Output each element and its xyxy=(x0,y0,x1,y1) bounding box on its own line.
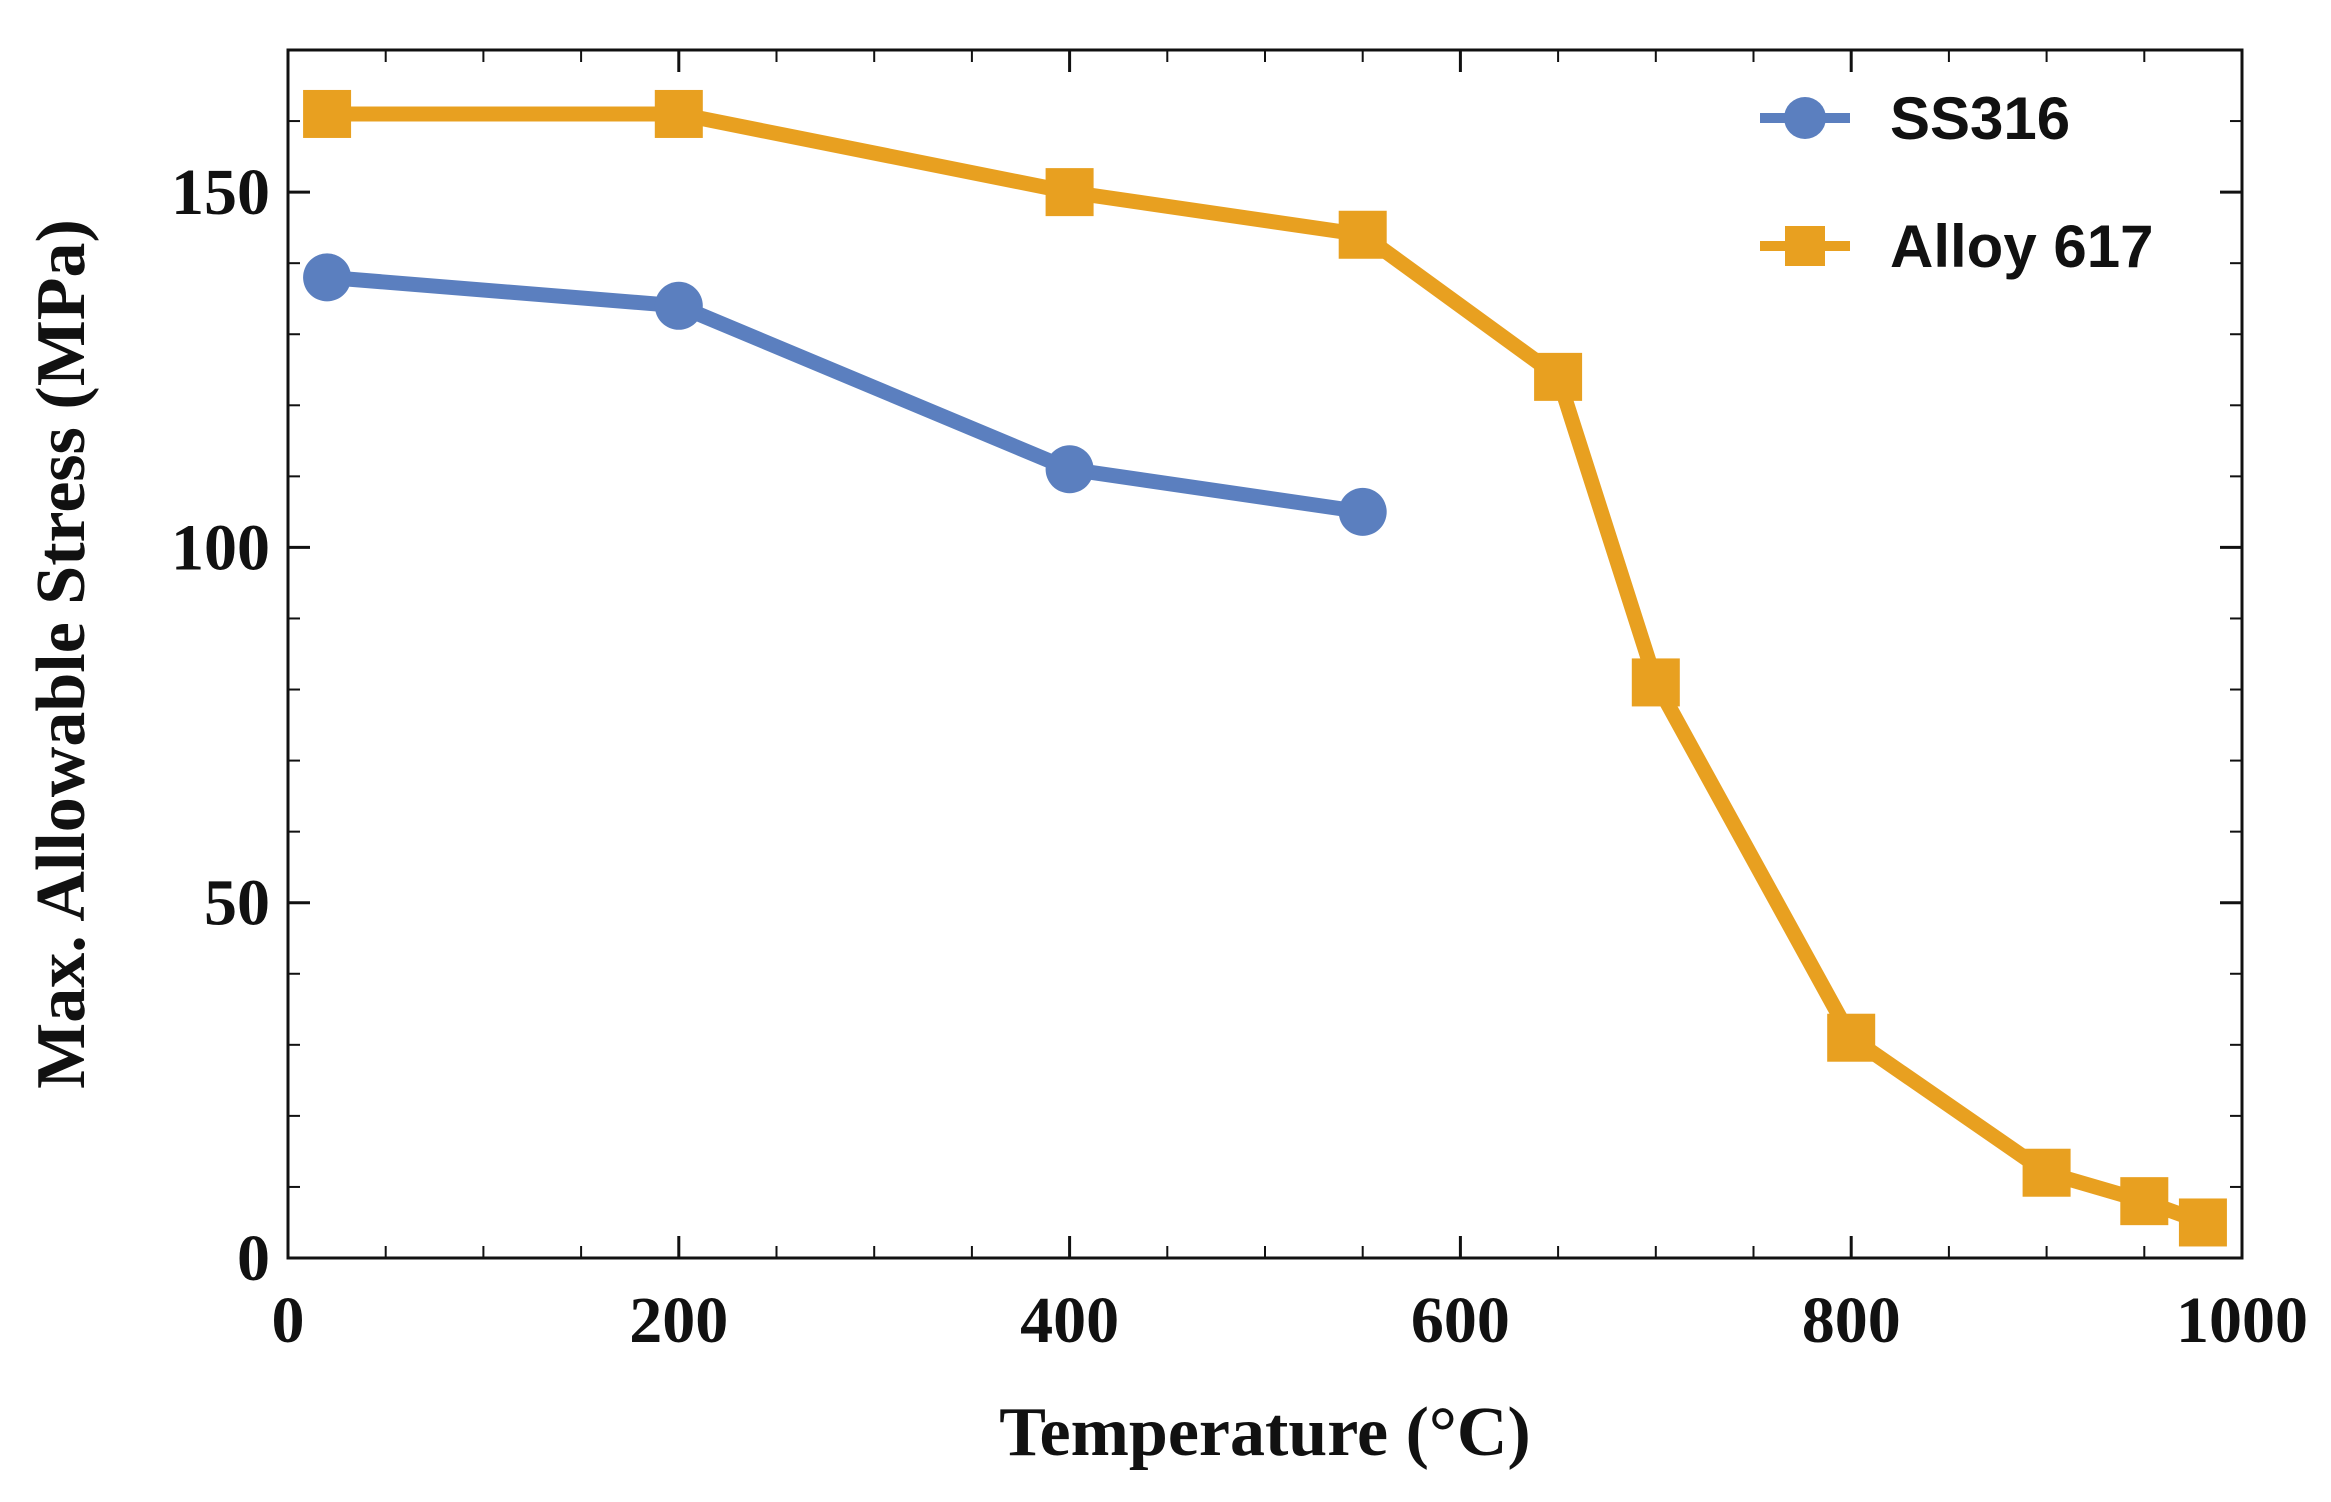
data-point-ss316 xyxy=(303,253,352,302)
legend-item-ss316: SS316 xyxy=(1760,85,2070,152)
legend-marker-ss316 xyxy=(1784,97,1826,139)
series-layer xyxy=(303,89,2227,1247)
data-point-alloy-617 xyxy=(1045,168,1094,217)
legend: SS316 Alloy 617 xyxy=(1760,85,2153,280)
y-tick-label: 0 xyxy=(237,1222,270,1295)
data-point-alloy-617 xyxy=(2178,1198,2227,1247)
y-tick-label: 150 xyxy=(171,156,270,229)
data-point-alloy-617 xyxy=(1631,658,1680,707)
data-point-alloy-617 xyxy=(2120,1177,2169,1226)
data-point-alloy-617 xyxy=(1534,352,1583,401)
x-tick-label: 400 xyxy=(1020,1284,1119,1357)
data-point-alloy-617 xyxy=(303,89,352,138)
x-axis-title: Temperature (°C) xyxy=(999,1394,1531,1471)
data-point-alloy-617 xyxy=(1827,1013,1876,1062)
x-tick-label: 1000 xyxy=(2176,1284,2308,1357)
legend-item-alloy-617: Alloy 617 xyxy=(1760,213,2153,280)
x-tick-label: 0 xyxy=(272,1284,305,1357)
series-ss316 xyxy=(303,253,1387,536)
data-point-ss316 xyxy=(654,281,703,330)
data-point-ss316 xyxy=(1338,487,1387,536)
legend-label-alloy-617: Alloy 617 xyxy=(1890,213,2153,280)
series-alloy-617 xyxy=(303,89,2227,1247)
y-tick-label: 50 xyxy=(204,867,270,940)
y-axis-title: Max. Allowable Stress (MPa) xyxy=(23,219,100,1089)
x-tick-label: 200 xyxy=(629,1284,728,1357)
data-point-ss316 xyxy=(1045,445,1094,494)
tick-labels: 0 200 400 600 800 1000 0 50 100 150 xyxy=(171,156,2308,1357)
data-point-alloy-617 xyxy=(2022,1148,2071,1197)
legend-label-ss316: SS316 xyxy=(1890,85,2070,152)
x-tick-label: 800 xyxy=(1802,1284,1901,1357)
y-tick-label: 100 xyxy=(171,511,270,584)
x-tick-label: 600 xyxy=(1411,1284,1510,1357)
series-line-ss316 xyxy=(326,269,1364,520)
plot-frame xyxy=(286,48,2244,1260)
minor-ticks xyxy=(288,49,2242,1258)
series-line-alloy-617 xyxy=(327,106,2206,1230)
data-point-alloy-617 xyxy=(654,89,703,138)
legend-marker-alloy-617 xyxy=(1785,226,1825,266)
data-point-alloy-617 xyxy=(1338,210,1387,259)
